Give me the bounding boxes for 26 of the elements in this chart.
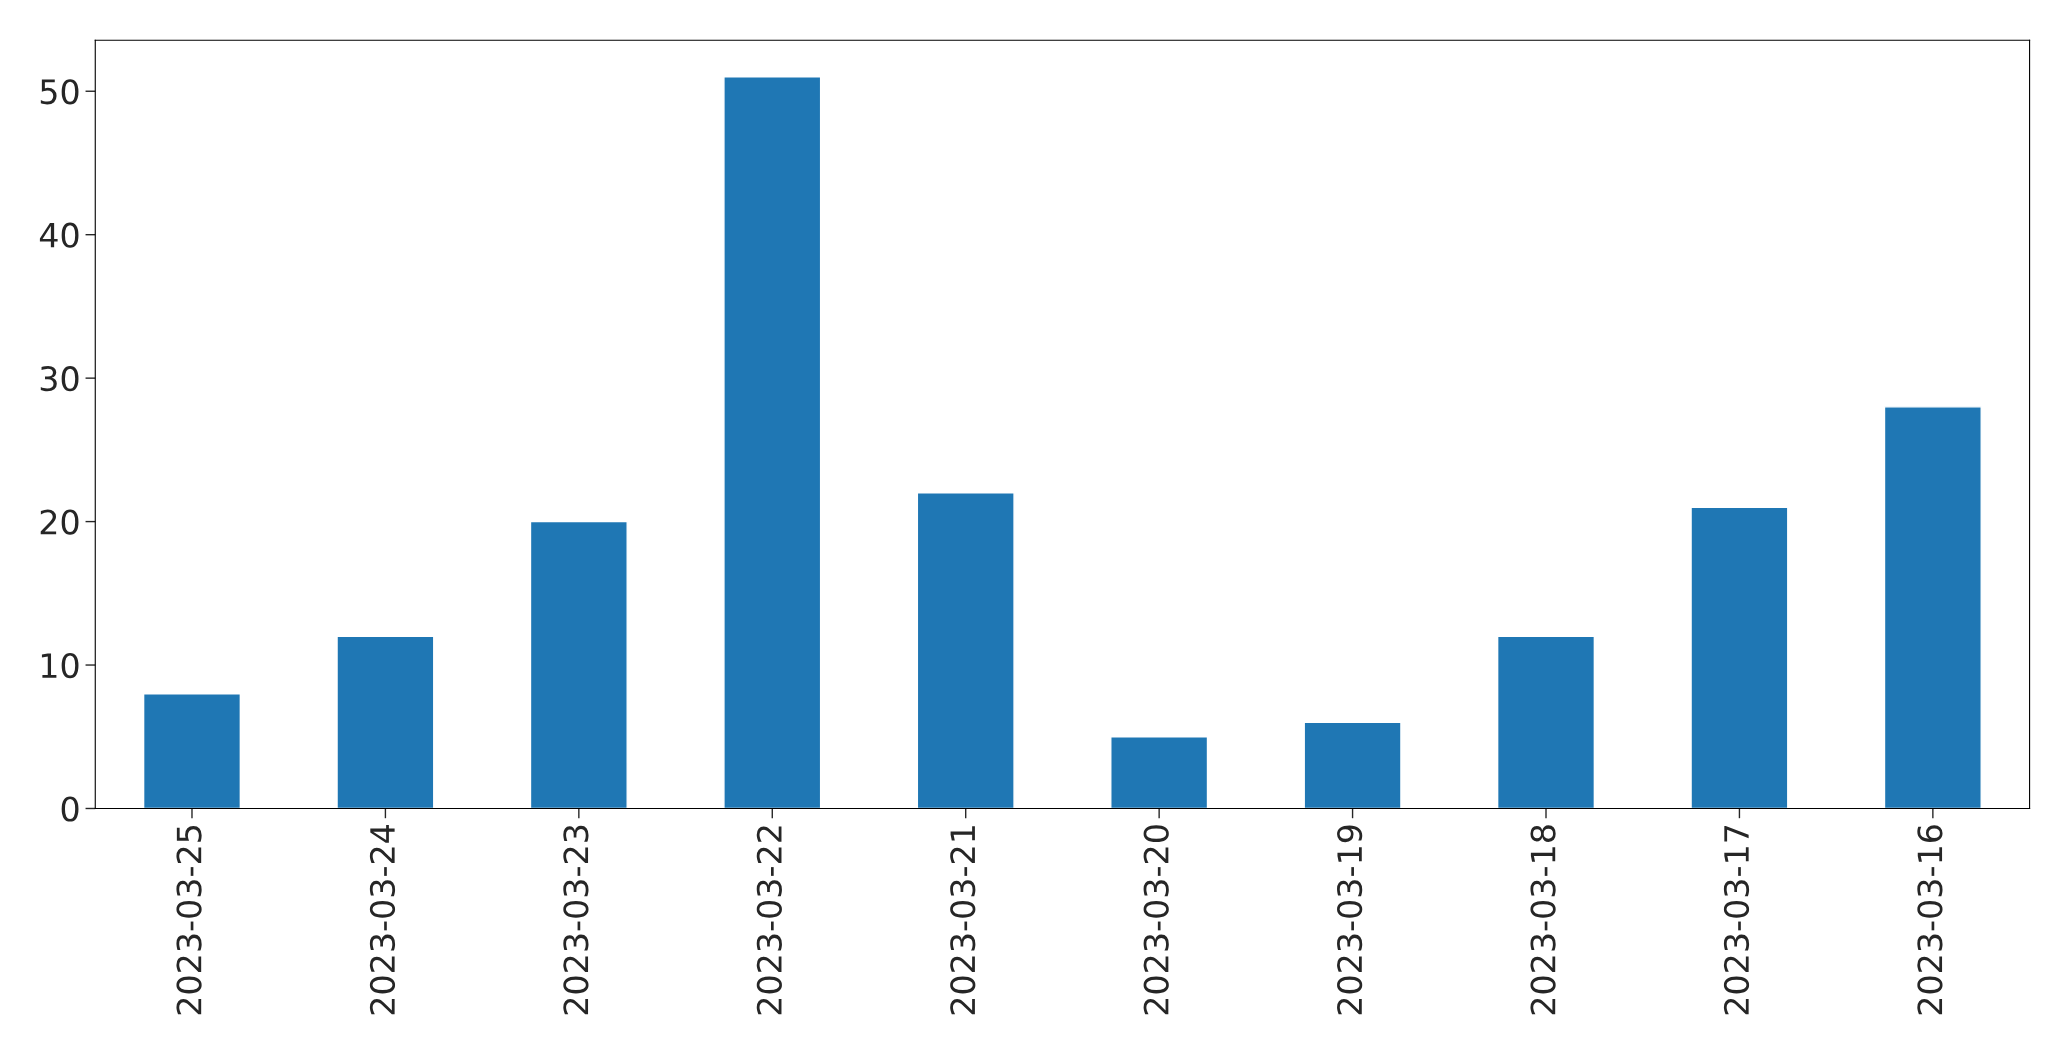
x-tick-label: 2023-03-22 [756,826,782,1015]
bar [529,520,628,809]
bar [1690,506,1789,809]
y-tick-label: 20 [40,509,79,535]
y-tick-label: 10 [41,652,79,679]
x-tick-label: 2023-03-23 [563,825,589,1015]
y-tick-label: 30 [40,366,79,392]
x-tick-label: 2023-03-25 [176,825,202,1015]
bar [1110,736,1209,809]
bar [1303,721,1402,809]
bar [1883,406,1982,809]
bar [1496,635,1596,809]
bar [336,635,435,809]
x-tick-label: 2023-03-19 [1337,825,1363,1015]
x-tick-label: 2023-03-16 [1917,825,1943,1015]
y-tick-label: 40 [39,222,79,248]
x-tick-label: 2023-03-17 [1723,825,1750,1015]
bar [723,76,822,809]
x-tick-label: 2023-03-20 [1143,825,1169,1015]
x-tick-label: 2023-03-18 [1530,825,1556,1015]
y-tick-label: 0 [61,796,79,822]
x-tick-label: 2023-03-21 [950,826,976,1015]
x-tick-label: 2023-03-24 [369,824,396,1015]
y-tick-label: 50 [40,79,79,105]
bar [142,693,242,809]
bar [916,492,1015,809]
